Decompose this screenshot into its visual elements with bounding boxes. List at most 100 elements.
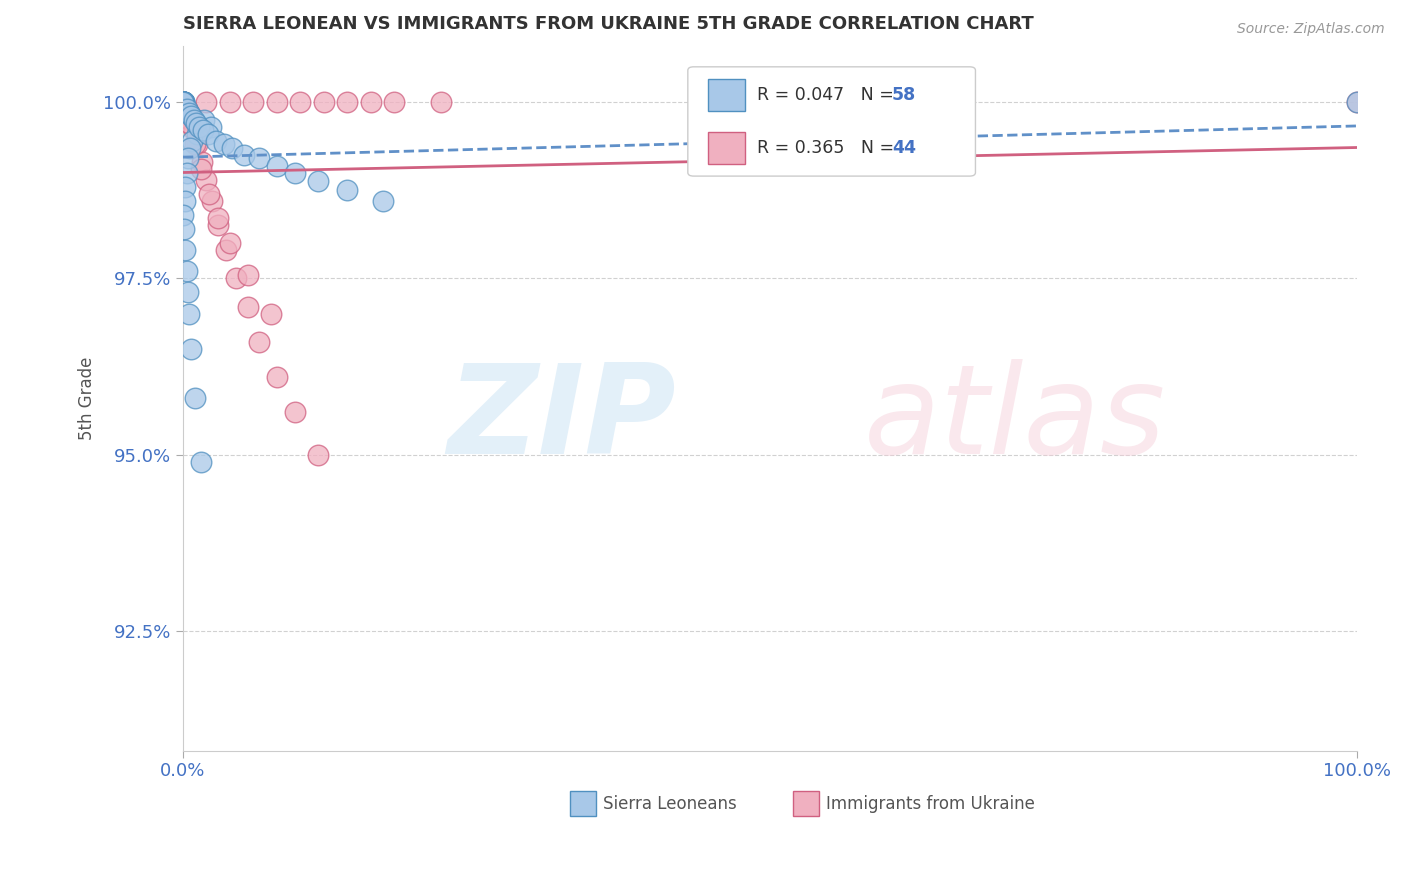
- Point: [183, 112, 205, 127]
- Point: [177, 285, 200, 300]
- Point: [200, 120, 222, 134]
- Point: [172, 95, 194, 109]
- Point: [183, 123, 205, 137]
- Text: SIERRA LEONEAN VS IMMIGRANTS FROM UKRAINE 5TH GRADE CORRELATION CHART: SIERRA LEONEAN VS IMMIGRANTS FROM UKRAIN…: [183, 15, 1033, 33]
- Point: [179, 112, 201, 127]
- FancyBboxPatch shape: [688, 67, 976, 176]
- Point: [260, 307, 283, 321]
- Point: [176, 264, 198, 278]
- Point: [172, 95, 194, 109]
- Point: [195, 95, 218, 109]
- Point: [177, 116, 200, 130]
- Point: [188, 120, 211, 134]
- Point: [190, 455, 212, 469]
- Point: [266, 370, 288, 384]
- Point: [197, 127, 219, 141]
- Point: [266, 159, 288, 173]
- Point: [1346, 95, 1368, 109]
- Point: [172, 95, 194, 109]
- Point: [172, 95, 194, 109]
- Point: [336, 95, 359, 109]
- Point: [233, 148, 256, 162]
- Point: [179, 141, 201, 155]
- Point: [1346, 95, 1368, 109]
- Point: [283, 165, 305, 179]
- Text: ZIP: ZIP: [447, 359, 676, 480]
- Point: [184, 391, 207, 405]
- Point: [198, 186, 221, 201]
- Point: [172, 95, 194, 109]
- Point: [173, 222, 195, 236]
- Point: [307, 448, 329, 462]
- Point: [172, 95, 194, 109]
- Point: [184, 137, 207, 152]
- Point: [190, 162, 212, 177]
- Point: [225, 271, 247, 285]
- Point: [174, 243, 197, 257]
- Point: [177, 105, 200, 120]
- FancyBboxPatch shape: [707, 132, 745, 164]
- Point: [207, 211, 229, 226]
- Point: [247, 152, 270, 166]
- Text: Source: ZipAtlas.com: Source: ZipAtlas.com: [1237, 22, 1385, 37]
- Y-axis label: 5th Grade: 5th Grade: [79, 357, 96, 440]
- Point: [221, 141, 243, 155]
- Point: [176, 102, 198, 116]
- Point: [172, 95, 194, 109]
- Point: [307, 174, 329, 188]
- Point: [172, 95, 194, 109]
- Point: [172, 95, 194, 109]
- Point: [382, 95, 405, 109]
- Point: [172, 95, 194, 109]
- Point: [195, 172, 218, 186]
- Point: [176, 102, 198, 116]
- Point: [191, 155, 214, 169]
- Point: [201, 194, 224, 208]
- Point: [172, 95, 194, 109]
- Point: [184, 116, 207, 130]
- Point: [172, 95, 194, 109]
- Point: [177, 307, 200, 321]
- Text: Sierra Leoneans: Sierra Leoneans: [603, 795, 737, 813]
- Point: [172, 95, 194, 109]
- Point: [242, 95, 264, 109]
- Text: 58: 58: [891, 86, 917, 103]
- Point: [186, 127, 208, 141]
- Point: [180, 342, 202, 356]
- Point: [172, 95, 194, 109]
- Point: [290, 95, 312, 109]
- Text: Immigrants from Ukraine: Immigrants from Ukraine: [827, 795, 1035, 813]
- Point: [172, 95, 194, 109]
- Point: [207, 219, 229, 233]
- Point: [172, 95, 194, 109]
- Point: [219, 95, 242, 109]
- Point: [180, 109, 202, 123]
- Point: [283, 405, 305, 419]
- Point: [430, 95, 453, 109]
- Point: [215, 243, 238, 257]
- Point: [212, 137, 235, 152]
- Point: [193, 112, 215, 127]
- Point: [172, 95, 194, 109]
- Point: [360, 95, 382, 109]
- Point: [371, 194, 394, 208]
- FancyBboxPatch shape: [707, 78, 745, 111]
- Point: [177, 152, 200, 166]
- Point: [172, 95, 194, 109]
- Point: [172, 95, 194, 109]
- Point: [205, 134, 228, 148]
- Point: [191, 123, 214, 137]
- Point: [172, 95, 194, 109]
- Point: [173, 95, 195, 109]
- Point: [174, 179, 197, 194]
- Point: [172, 95, 194, 109]
- Point: [172, 95, 194, 109]
- Text: R = 0.365   N =: R = 0.365 N =: [756, 139, 900, 157]
- Point: [172, 95, 194, 109]
- Point: [174, 194, 197, 208]
- FancyBboxPatch shape: [793, 791, 820, 816]
- Point: [172, 95, 194, 109]
- Point: [236, 268, 259, 282]
- Point: [173, 95, 195, 109]
- Point: [266, 95, 288, 109]
